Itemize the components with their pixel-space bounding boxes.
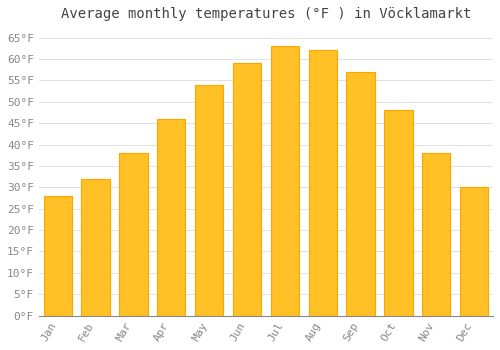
Bar xyxy=(384,110,412,316)
Bar xyxy=(270,46,299,316)
Bar xyxy=(195,85,224,316)
Bar xyxy=(157,119,186,316)
Bar xyxy=(308,50,337,316)
Bar xyxy=(119,153,148,316)
Bar xyxy=(422,153,450,316)
Title: Average monthly temperatures (°F ) in Vöcklamarkt: Average monthly temperatures (°F ) in Vö… xyxy=(60,7,471,21)
Bar xyxy=(460,187,488,316)
Bar xyxy=(233,63,261,316)
Bar xyxy=(346,72,375,316)
Bar xyxy=(82,179,110,316)
Bar xyxy=(44,196,72,316)
